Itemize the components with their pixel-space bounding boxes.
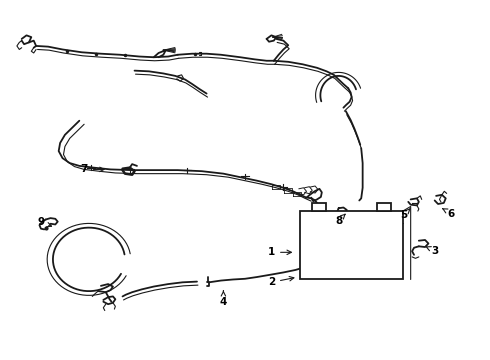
Text: 9: 9 [37,217,51,227]
Text: 4: 4 [220,291,227,307]
Text: 7: 7 [80,165,104,174]
Text: 2: 2 [268,276,294,287]
Bar [300,211,403,279]
Text: 6: 6 [442,208,455,219]
Text: 8: 8 [335,214,345,226]
Bar [377,203,391,211]
Text: 3: 3 [426,246,438,256]
Text: 5: 5 [400,209,410,220]
Bar [312,203,326,211]
Text: 1: 1 [268,247,292,257]
